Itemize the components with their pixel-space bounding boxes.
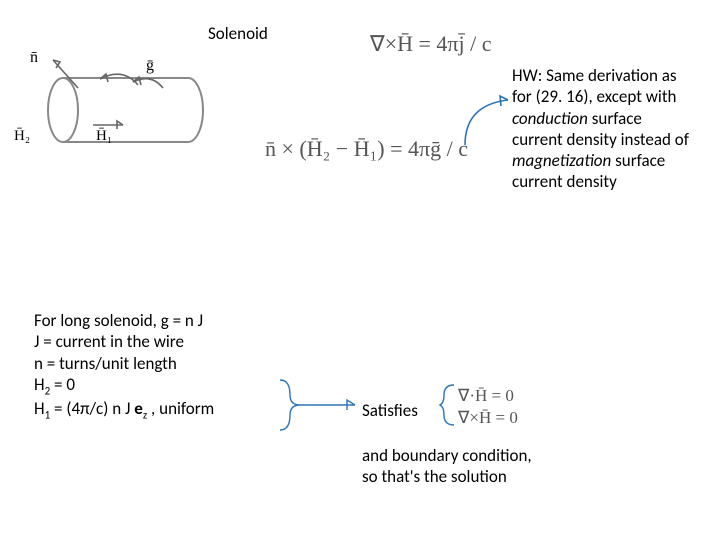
satisfies-label: Satisfies	[362, 400, 418, 421]
ls-line: For long solenoid, g = n J	[34, 310, 294, 331]
hw-line: magnetization surface	[512, 150, 717, 171]
eq-bc: n̄ × (H̄₂ − H̄₁) = 4πḡ / c	[265, 135, 468, 163]
solenoid-diagram: n̄ ḡ H̄₁ H̄₂	[18, 40, 228, 180]
concl-line: and boundary condition,	[362, 445, 582, 466]
label-h2: H̄₂	[14, 128, 30, 144]
hw-line: HW: Same derivation as	[512, 65, 717, 86]
ls-line: H2 = 0	[34, 374, 294, 398]
slide: Solenoid n̄ ḡ H̄₁ H̄₂	[0, 0, 720, 540]
conclusion: and boundary condition, so that's the so…	[362, 445, 582, 488]
label-g: ḡ	[146, 57, 154, 74]
hw-line: current density instead of	[512, 129, 717, 150]
concl-line: so that's the solution	[362, 466, 582, 487]
label-h1: H̄₁	[96, 128, 112, 144]
bracket-eqs	[440, 383, 458, 428]
hw-note: HW: Same derivation as for (29. 16), exc…	[512, 65, 717, 193]
eq-divH: ∇·H̄ = 0	[458, 385, 514, 406]
hw-line: current density	[512, 171, 717, 192]
ls-line: n = turns/unit length	[34, 353, 294, 374]
hw-line: for (29. 16), except with	[512, 86, 717, 107]
long-solenoid-block: For long solenoid, g = n J J = current i…	[34, 310, 294, 422]
bracket-to-satisfies	[275, 375, 365, 425]
ls-line: J = current in the wire	[34, 331, 294, 352]
hw-line: conduction surface	[512, 108, 717, 129]
eq-curl: ∇×H̄ = 4πj̄ / c	[370, 30, 492, 58]
label-n: n̄	[30, 49, 38, 66]
ls-line: H1 = (4π/c) n J ez , uniform	[34, 398, 294, 422]
arrow-to-hw	[460, 95, 530, 155]
eq-curlH0: ∇×H̄ = 0	[458, 407, 518, 428]
